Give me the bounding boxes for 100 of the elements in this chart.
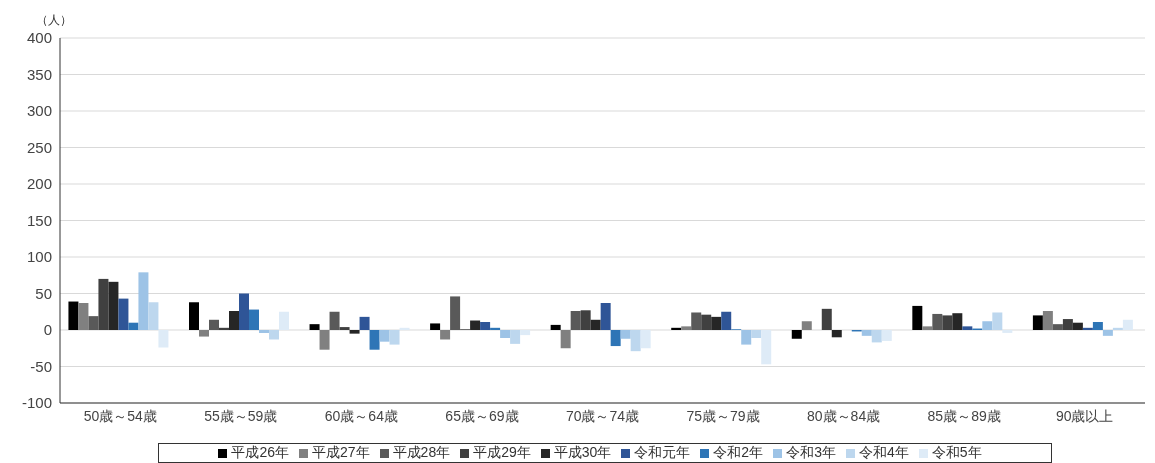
bar xyxy=(620,330,631,339)
bar xyxy=(1082,327,1093,330)
bar xyxy=(188,302,199,330)
bar xyxy=(741,330,752,345)
bar xyxy=(801,321,812,330)
bar xyxy=(550,324,561,330)
bar xyxy=(278,311,289,330)
bar xyxy=(490,327,501,330)
bar xyxy=(671,327,682,330)
legend-label: 平成26年 xyxy=(231,444,290,460)
bar xyxy=(962,326,973,330)
bar xyxy=(78,302,89,330)
bar xyxy=(560,330,571,349)
bar xyxy=(148,302,159,330)
bar xyxy=(208,319,219,330)
x-tick-label: 90歳以上 xyxy=(1055,407,1114,424)
legend-label: 令和4年 xyxy=(858,444,909,460)
bar xyxy=(510,330,521,344)
bar xyxy=(309,324,320,330)
y-tick-label: 0 xyxy=(43,321,52,339)
bar xyxy=(942,315,953,330)
bar xyxy=(1032,315,1043,330)
bar xyxy=(640,330,651,349)
bar xyxy=(359,316,370,330)
bar xyxy=(319,330,330,350)
bar xyxy=(711,316,722,330)
legend-label: 平成29年 xyxy=(473,444,531,460)
bar xyxy=(520,330,531,336)
x-tick-label: 80歳～84歳 xyxy=(807,407,881,424)
bar xyxy=(98,278,109,330)
bar xyxy=(118,298,129,330)
bar xyxy=(580,310,591,330)
y-tick-label: 350 xyxy=(26,65,52,83)
bar xyxy=(108,281,119,330)
bar xyxy=(861,330,872,336)
bar xyxy=(440,330,451,340)
bar xyxy=(218,327,229,330)
legend-label: 令和元年 xyxy=(634,444,691,460)
bar xyxy=(681,326,692,330)
bar xyxy=(369,330,380,350)
legend-label: 平成27年 xyxy=(312,444,370,460)
bar xyxy=(1112,327,1123,330)
bar xyxy=(630,330,641,352)
bar xyxy=(871,330,882,343)
bar xyxy=(1102,330,1113,336)
bar xyxy=(821,308,832,330)
legend-label: 平成30年 xyxy=(553,444,612,460)
y-tick-label: -100 xyxy=(21,394,52,412)
bar xyxy=(470,320,481,330)
legend-label: 令和2年 xyxy=(713,444,764,460)
bar xyxy=(248,309,259,330)
bar xyxy=(339,327,350,330)
bar xyxy=(691,312,702,330)
y-tick-label: 200 xyxy=(26,175,52,193)
y-tick-label: 150 xyxy=(26,211,52,229)
y-tick-label: 300 xyxy=(26,102,52,120)
bar xyxy=(1072,322,1083,330)
bar xyxy=(500,330,511,339)
bar xyxy=(329,311,340,330)
bar xyxy=(399,327,410,330)
y-axis-title: （人） xyxy=(36,12,72,29)
legend-label: 令和5年 xyxy=(931,444,982,460)
bar xyxy=(761,330,772,365)
x-tick-label: 60歳～64歳 xyxy=(324,407,398,424)
bar xyxy=(600,302,611,330)
bar xyxy=(791,330,802,339)
y-tick-label: 50 xyxy=(35,284,52,302)
bar xyxy=(128,322,139,330)
bar xyxy=(1002,330,1013,333)
bar xyxy=(430,323,441,330)
bar xyxy=(450,296,461,330)
bar xyxy=(751,330,762,339)
x-tick-label: 50歳～54歳 xyxy=(83,407,157,424)
bar xyxy=(982,321,993,330)
bar xyxy=(610,330,621,347)
bar xyxy=(228,311,239,330)
bar xyxy=(68,301,79,330)
bar xyxy=(379,330,390,342)
bar xyxy=(590,319,601,330)
bar xyxy=(1092,321,1103,330)
x-tick-label: 70歳～74歳 xyxy=(565,407,640,424)
x-tick-label: 75歳～79歳 xyxy=(686,407,760,424)
legend-label: 平成28年 xyxy=(392,444,451,460)
x-tick-label: 55歳～59歳 xyxy=(204,407,278,424)
x-tick-label: 85歳～89歳 xyxy=(927,407,1001,424)
bar xyxy=(138,272,149,330)
x-tick-label: 65歳～69歳 xyxy=(445,407,519,424)
bar xyxy=(1052,324,1063,330)
bar xyxy=(1062,319,1073,330)
bar xyxy=(349,330,360,334)
y-tick-label: 250 xyxy=(26,138,52,156)
legend-label: 令和3年 xyxy=(786,444,836,460)
bar xyxy=(922,326,933,330)
bar xyxy=(268,330,279,340)
bar xyxy=(881,330,892,341)
bar xyxy=(258,330,269,333)
bar xyxy=(952,313,963,330)
bar xyxy=(158,330,169,348)
bar xyxy=(198,330,209,337)
bar xyxy=(912,305,923,330)
